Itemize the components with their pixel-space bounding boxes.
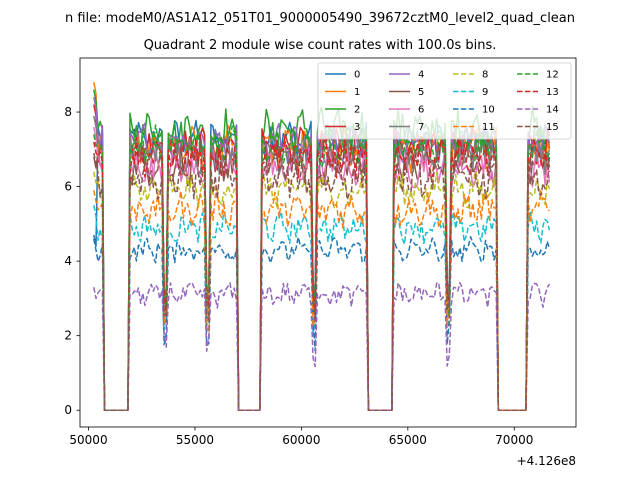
y-tick-label: 6 xyxy=(64,180,72,194)
legend-label-0: 0 xyxy=(354,70,360,81)
legend-label-13: 13 xyxy=(546,87,559,98)
legend-label-5: 5 xyxy=(418,87,424,98)
legend-label-10: 10 xyxy=(482,105,495,116)
legend-label-11: 11 xyxy=(482,122,495,133)
legend-label-6: 6 xyxy=(418,105,424,116)
legend-label-12: 12 xyxy=(546,70,559,81)
series-line-10 xyxy=(93,236,551,411)
plot-area xyxy=(93,82,551,411)
y-tick-label: 4 xyxy=(64,254,72,268)
series-line-9 xyxy=(93,205,551,411)
x-axis: 50000 55000 60000 65000 70000 xyxy=(69,427,533,447)
x-tick-label: 60000 xyxy=(282,433,320,447)
suptitle: n file: modeM0/AS1A12_051T01_9000005490_… xyxy=(65,11,575,26)
series-line-12 xyxy=(93,124,551,411)
y-tick-label: 0 xyxy=(64,403,72,417)
chart-title: Quadrant 2 module wise count rates with … xyxy=(144,38,497,53)
y-tick-label: 2 xyxy=(64,329,72,343)
x-tick-label: 50000 xyxy=(69,433,107,447)
x-tick-label: 65000 xyxy=(389,433,427,447)
x-tick-label: 55000 xyxy=(176,433,214,447)
series-line-11 xyxy=(93,189,550,411)
series-line-13 xyxy=(93,134,551,411)
legend-frame xyxy=(317,62,572,140)
y-axis: 0 2 4 6 8 xyxy=(64,105,80,417)
x-tick-label: 70000 xyxy=(495,433,533,447)
legend-label-3: 3 xyxy=(354,122,360,133)
legend-label-2: 2 xyxy=(354,105,360,116)
series-line-7 xyxy=(93,115,551,411)
series-line-14 xyxy=(93,281,551,411)
legend-label-8: 8 xyxy=(482,70,488,81)
legend-label-14: 14 xyxy=(546,105,559,116)
series-line-15 xyxy=(93,152,551,411)
legend-label-7: 7 xyxy=(418,122,424,133)
axes-frame xyxy=(79,57,577,428)
series-line-8 xyxy=(93,170,551,411)
y-tick-label: 8 xyxy=(64,105,72,119)
x-offset-label: +4.126e8 xyxy=(517,454,576,468)
legend-label-9: 9 xyxy=(482,87,488,98)
legend-label-4: 4 xyxy=(418,70,424,81)
legend-label-15: 15 xyxy=(546,122,559,133)
legend-label-1: 1 xyxy=(354,87,360,98)
